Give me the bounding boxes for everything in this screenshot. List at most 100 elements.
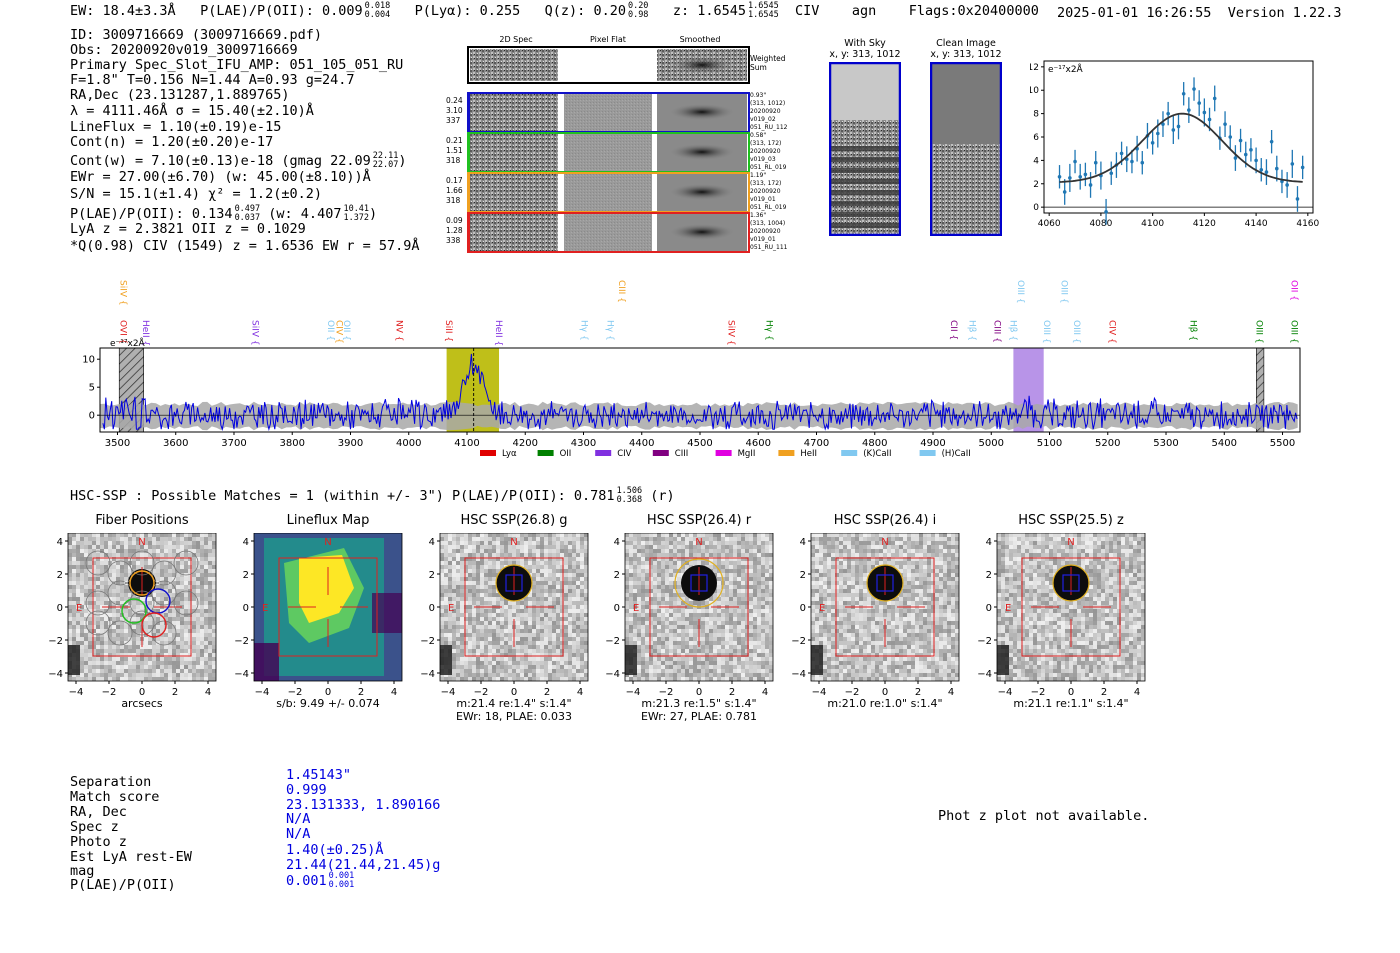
line-fit-point [1073,159,1077,164]
hsc-ytick: −4 [420,669,435,680]
hsc-ytick: 4 [986,537,992,548]
hsc-ytick: 0 [986,603,992,614]
line-fit-ytick: 2 [1033,180,1039,190]
match-value: 1.45143" [286,767,352,783]
legend-swatch [537,450,554,456]
hsc-panel-sub2: EWr: 27, PLAE: 0.781 [640,710,758,723]
photz-message: Phot z plot not available. [938,808,1150,824]
cutout-row-value: 0.17 [446,176,463,185]
spectrum-xtick: 3700 [221,438,246,449]
hsc-ytick: 0 [57,603,63,614]
cutout-row-value: 0.21 [446,136,463,145]
info-plae-w-end: ) [369,206,378,222]
fiber-circle [121,598,147,624]
cutout-row-meta: v019_01 [750,196,776,203]
spectrum-xtick: 4900 [920,438,945,449]
hsc-ytick: 2 [429,570,435,581]
legend-entry: (K)CaII [841,449,892,459]
match-key: RA, Dec [70,804,127,820]
line-fit-point [1238,138,1243,143]
hsc-panel-title: HSC SSP(26.4) r [646,513,752,528]
line-fit-point [1104,210,1108,214]
spectral-line-label: SiIV { [725,320,735,346]
info-plae-lo: 0.037 [234,213,261,223]
hsc-xtick: −2 [659,687,674,698]
cutout-row-meta: 20200920 [750,108,781,115]
info-qciv: *Q(0.98) CIV (1549) z = 1.6536 EW r = 57… [70,238,420,254]
spectral-line-label: CIII { [992,320,1002,343]
spectrum-xtick: 5100 [1037,438,1062,449]
line-fit-points [1057,77,1305,225]
hsc-ytick: 0 [800,603,806,614]
full-spectrum-plot: SiIV {CIII {OIII {OIII {OII {OVI {HeII {… [82,280,1301,459]
clean-title: Clean Image [936,38,996,49]
legend-label: (H)CaII [942,449,971,459]
line-fit-point [1212,96,1217,101]
header-qz: Q(z): 0.20 [544,3,626,19]
line-fit-point [1228,135,1233,139]
cutout-row-meta: 20200920 [750,188,781,195]
hsc-ytick: 0 [429,603,435,614]
match-value: 1.40(±0.25)Å [286,842,384,858]
legend-label: CIII [675,449,688,459]
line-fit-point [1274,166,1279,171]
cutout-row-value: 1.28 [446,226,463,235]
hsc-ytick: −2 [234,636,249,647]
cutout-grid: 2D Spec Pixel Flat Smoothed Weighted Sum… [446,35,788,253]
line-fit-ytick: 10 [1030,86,1039,96]
header-z-lo: 1.6545 [747,10,779,20]
spectral-line-label: OIII { [1041,320,1051,344]
hsc-panel-title: HSC SSP(25.5) z [1018,513,1124,528]
cutout-row-meta: 0.93" [750,92,766,99]
line-fit-point [1062,190,1067,194]
cutout-row-meta: 051_RL_019 [750,204,787,211]
info-radec: RA,Dec (23.131287,1.889765) [70,87,290,103]
hsc-xtick: −4 [69,687,84,698]
spectrum-ylabel: e⁻¹⁷x2Å [110,337,146,349]
hsc-ytick: 4 [614,537,620,548]
hsc-xtick: 4 [948,687,954,698]
cutout-row-value: 1.66 [446,186,463,195]
spectral-line-label: OIII { [1015,280,1025,304]
hsc-xtick: −2 [1031,687,1046,698]
line-fit-xtick: 4160 [1296,219,1319,229]
spectral-line-label: Hγ { [764,320,774,341]
hsc-ytick: 2 [800,570,806,581]
with-sky-xy: x, y: 313, 1012 [829,49,901,60]
hsc-xtick: 4 [577,687,583,698]
match-plae-lo: 0.001 [328,880,355,890]
aperture-ellipse [866,564,904,602]
info-contn: Cont(n) = 1.20(±0.20)e-17 [70,134,274,150]
spectrum-xtick: 4300 [571,438,596,449]
north-label: N [1067,537,1074,548]
line-fit-point [1187,108,1191,112]
east-label: E [448,603,454,614]
line-fit-point [1249,148,1253,152]
spectral-line-labels: SiIV {CIII {OIII {OIII {OII {OVI {HeII {… [117,280,1298,346]
line-fit-plot: e⁻¹⁷x2Å 4060 4080 4100 4120 4140 4160 0 2 4 6 8 10 1… [1030,60,1320,229]
line-fit-curve [1059,112,1303,183]
hsc-ytick: 4 [800,537,806,548]
weighted-sum-row: Weighted Sum [467,46,786,84]
hsc-xtick: 4 [205,687,211,698]
hsc-panel-title: Lineflux Map [286,513,370,528]
hsc-xtick: −4 [812,687,827,698]
hsc-xtick: 4 [391,687,397,698]
info-contw-text: Cont(w) = 7.10(±0.13)e-18 (gmag 22.09 [70,153,371,169]
spectral-line-label: OII { [325,320,335,341]
hsc-panel: N E 4 2 0 −2 −4 −4 −2 0 2 4 [977,533,1146,698]
clean-image [930,62,1002,236]
header-version: Version 1.22.3 [1227,5,1342,21]
hsc-xtick: −4 [998,687,1013,698]
fiber-circle [141,612,167,638]
cutout-row-meta: v019_01 [750,236,776,243]
hsc-ytick: −4 [977,669,992,680]
line-fit-point [1140,160,1145,165]
hsc-panel: N E 4 2 0 −2 −4 −4 −2 0 2 4 [791,533,960,698]
spectrum-body: 3500 3600 3700 3800 3900 4000 4100 4200 4300 4400… [82,347,1301,449]
legend-swatch [778,450,795,456]
hsc-xtick: −2 [474,687,489,698]
match-value: 21.44(21.44,21.45)g [286,857,441,873]
hsc-xtick: 0 [882,687,888,698]
header-flags: Flags:0x20400000 [908,3,1039,19]
